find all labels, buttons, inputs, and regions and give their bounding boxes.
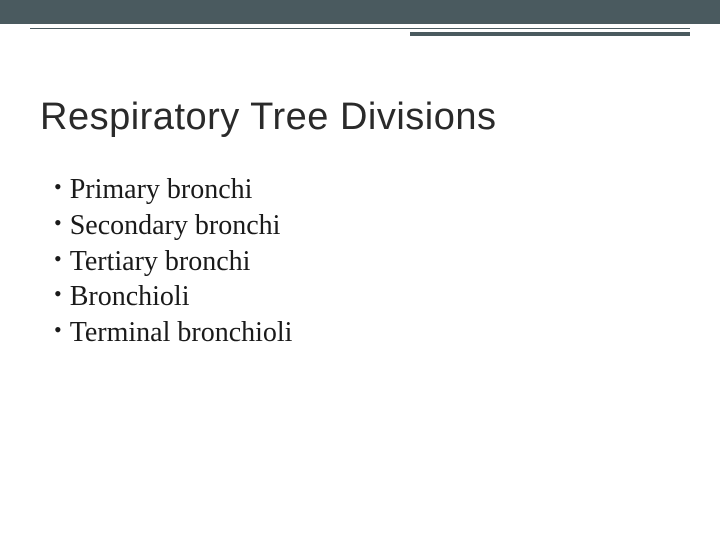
- list-item: • Tertiary bronchi: [54, 244, 292, 280]
- bullet-text: Secondary bronchi: [70, 208, 281, 244]
- slide-title: Respiratory Tree Divisions: [40, 96, 496, 139]
- bullet-text: Terminal bronchioli: [70, 315, 293, 351]
- bullet-text: Tertiary bronchi: [70, 244, 251, 280]
- bullet-text: Primary bronchi: [70, 172, 253, 208]
- bullet-icon: •: [54, 172, 62, 203]
- list-item: • Terminal bronchioli: [54, 315, 292, 351]
- list-item: • Secondary bronchi: [54, 208, 292, 244]
- bullet-list: • Primary bronchi • Secondary bronchi • …: [54, 172, 292, 351]
- list-item: • Bronchioli: [54, 279, 292, 315]
- bullet-icon: •: [54, 244, 62, 275]
- bullet-icon: •: [54, 208, 62, 239]
- bullet-text: Bronchioli: [70, 279, 190, 315]
- top-accent-bar: [0, 0, 720, 24]
- horizontal-rule: [0, 24, 720, 42]
- bullet-icon: •: [54, 315, 62, 346]
- list-item: • Primary bronchi: [54, 172, 292, 208]
- bullet-icon: •: [54, 279, 62, 310]
